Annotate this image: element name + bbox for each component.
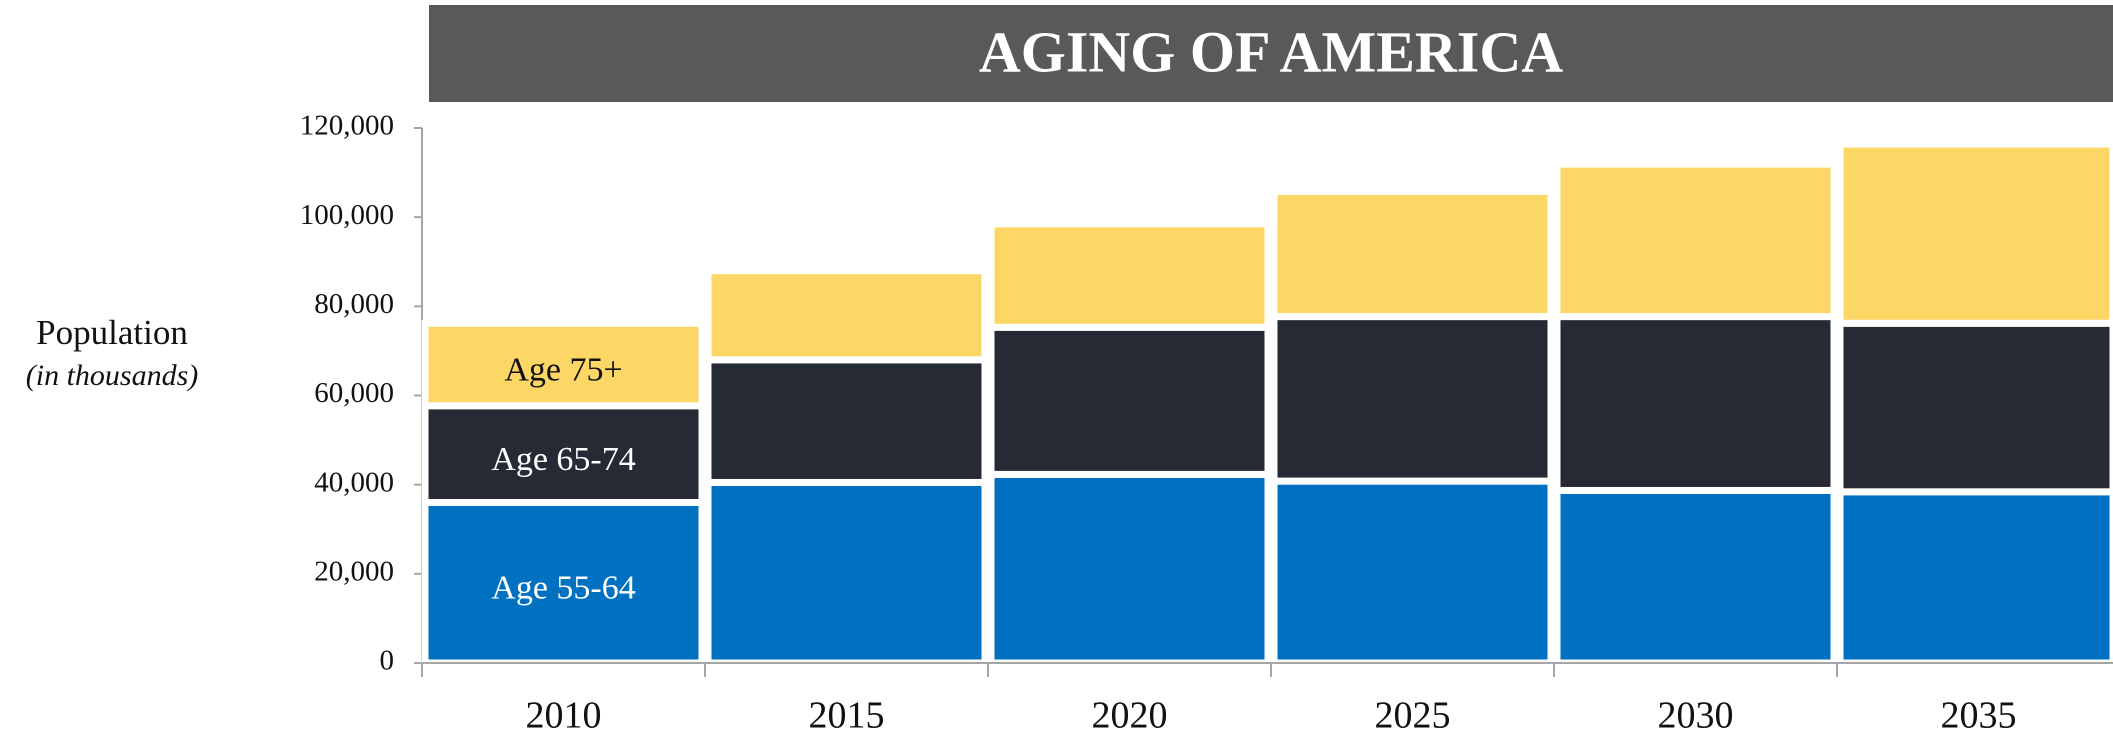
y-tick-label: 60,000: [314, 377, 394, 409]
bar-segment: [1270, 313, 1555, 485]
x-tick-label: 2020: [1092, 695, 1168, 737]
y-tick-label: 120,000: [300, 110, 394, 142]
y-tick-label: 100,000: [300, 199, 394, 231]
series-label: Age 55-64: [491, 570, 635, 607]
y-axis-label: Population: [36, 313, 188, 352]
bar-segment: [1836, 488, 2113, 667]
y-tick-label: 80,000: [314, 288, 394, 320]
bar-segment: [1270, 477, 1555, 667]
y-tick-label: 0: [380, 645, 395, 677]
x-tick-label: 2025: [1375, 695, 1451, 737]
x-tick-label: 2010: [526, 695, 602, 737]
y-axis-sublabel: (in thousands): [26, 359, 199, 392]
bar-segment: [1270, 187, 1555, 321]
bar-segment: [421, 499, 706, 667]
x-tick-label: 2035: [1941, 695, 2017, 737]
bar-segment: [704, 267, 989, 364]
y-tick-label: 20,000: [314, 555, 394, 587]
y-tick-label: 40,000: [314, 466, 394, 498]
chart-title: AGING OF AMERICA: [979, 19, 1563, 84]
bar-segment: [1836, 140, 2113, 327]
bar-segment: [1553, 160, 1838, 321]
bar-segment: [987, 220, 1272, 331]
bar-segment: [1553, 486, 1838, 667]
bar-segment: [1836, 319, 2113, 496]
x-tick-label: 2030: [1658, 695, 1734, 737]
bar-segment: [987, 323, 1272, 478]
series-label: Age 65-74: [491, 441, 635, 478]
series-label: Age 75+: [504, 351, 622, 388]
x-tick-label: 2015: [809, 695, 885, 737]
bar-segment: [704, 478, 989, 667]
bar-segment: [421, 319, 706, 410]
title-banner: [429, 5, 2113, 102]
bar-segment: [704, 356, 989, 486]
bar-segment: [987, 470, 1272, 667]
bar-segment: [1553, 313, 1838, 494]
bar-segment: [421, 402, 706, 507]
